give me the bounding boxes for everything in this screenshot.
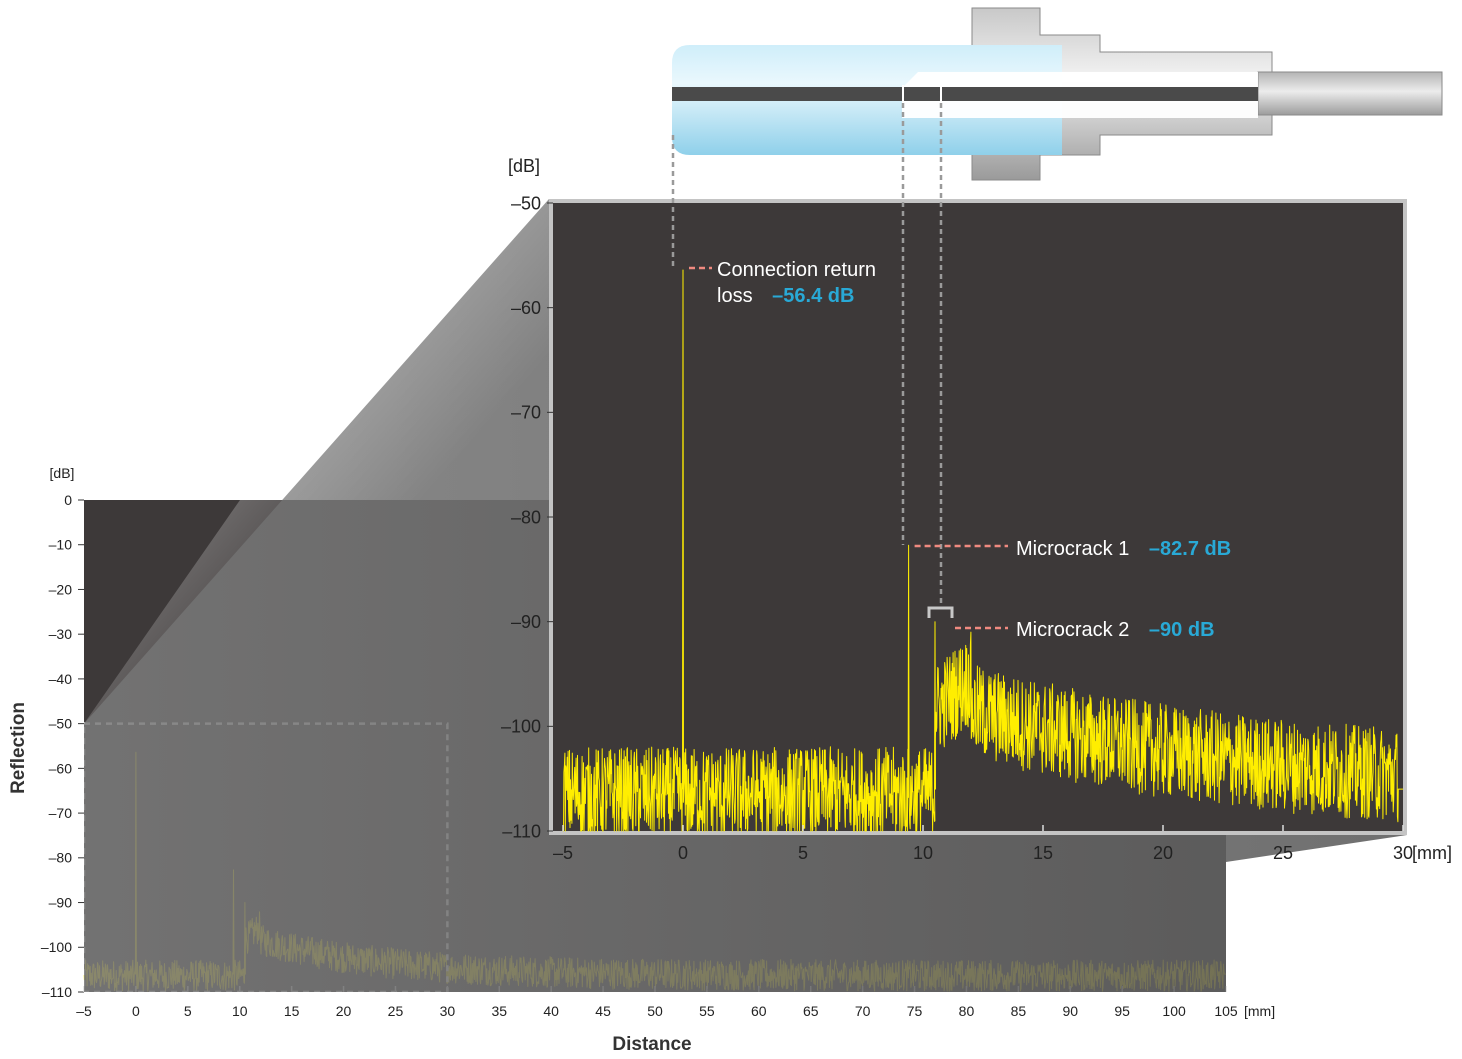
detail-y-tick-label: –60 [511,298,541,318]
connector-rear-pipe [1257,71,1443,116]
overview-y-tick-label: –10 [49,537,73,553]
detail-y-tick-label: –90 [511,612,541,632]
microcrack-2-bracket [927,606,954,618]
detail-y-unit-label: [dB] [508,156,540,176]
annotation-microcrack-2: Microcrack 2 –90 dB [1016,619,1215,641]
detail-y-tick-label: –110 [502,821,541,841]
overview-y-tick-label: –70 [49,805,73,821]
overview-y-tick-label: –80 [49,850,73,866]
overview-x-tick-label: 95 [1114,1003,1130,1019]
overview-y-tick-label: –50 [49,716,73,732]
overview-x-tick-label: 5 [184,1003,192,1019]
overview-y-tick-label: –30 [49,626,73,642]
detail-y-tick-label: –100 [501,717,541,737]
overview-x-tick-label: 0 [132,1003,140,1019]
overview-x-ticks: –5 0 5 10 15 20 25 30 35 40 45 50 55 60 65 70 75 80 85 90 95… [76,986,1238,1019]
overview-x-tick-label: 40 [543,1003,559,1019]
x-axis-title: Distance [612,1034,691,1055]
detail-x-unit-label: [mm] [1412,843,1452,863]
detail-x-tick-label: 20 [1153,843,1173,863]
fiber-connector-illustration [672,7,1443,181]
annotation-connection-value: –56.4 dB [772,285,854,307]
overview-y-tick-label: –90 [49,894,73,910]
overview-x-tick-label: 70 [855,1003,871,1019]
fiber-core [672,87,1258,101]
overview-y-tick-label: –110 [42,984,72,1000]
overview-y-tick-label: –100 [41,939,72,955]
detail-y-tick-label: –80 [511,507,541,527]
overview-x-tick-label: 15 [284,1003,300,1019]
overview-x-tick-label: 105 [1214,1003,1238,1019]
annotation-connection-return-loss: Connection return loss –56.4 dB [717,259,876,307]
overview-x-tick-label: 90 [1062,1003,1078,1019]
svg-text:Microcrack 1 –82.7 dB: Microcrack 1 –82.7 dB [1016,538,1231,560]
overview-x-tick-label: 35 [491,1003,507,1019]
detail-x-tick-label: 25 [1273,843,1293,863]
detail-y-tick-label: –50 [511,193,541,213]
annotation-connection-label-line2: loss [717,285,753,307]
detail-y-tick-label: –70 [511,403,541,423]
detail-x-tick-label: 15 [1033,843,1053,863]
annotation-microcrack-2-label: Microcrack 2 [1016,619,1129,641]
detail-series-line [562,269,1403,832]
zoom-projection-highlight [84,199,549,724]
peak-annotations: Connection return loss –56.4 dB Microcra… [689,259,1231,641]
detail-x-tick-label: 10 [913,843,933,863]
annotation-microcrack-2-value: –90 dB [1149,619,1215,641]
detail-x-tick-label: 0 [678,843,688,863]
svg-text:loss –56.4 dB: loss –56.4 dB [717,285,854,307]
detail-x-ticks: –5 0 5 10 15 20 25 30 [553,825,1413,863]
annotation-microcrack-1: Microcrack 1 –82.7 dB [1016,538,1231,560]
overview-y-ticks: 0 –10 –20 –30 –40 –50 –60 –70 –80 –90 –100 –110 [41,492,84,1000]
annotation-microcrack-1-value: –82.7 dB [1149,538,1231,560]
detail-trace-layer [562,269,1403,832]
overview-y-tick-label: –60 [49,760,73,776]
annotation-microcrack-1-label: Microcrack 1 [1016,538,1129,560]
detail-y-ticks: –50 –60 –70 –80 –90 –100 –110 [501,193,553,841]
overview-x-tick-label: 30 [440,1003,456,1019]
overview-x-tick-label: 45 [595,1003,611,1019]
overview-x-tick-label: 60 [751,1003,767,1019]
overview-x-unit-label: [mm] [1244,1003,1275,1019]
overview-x-tick-label: 65 [803,1003,819,1019]
y-axis-title: Reflection [8,702,29,794]
overview-x-tick-label: 25 [388,1003,404,1019]
detail-x-tick-label: 30 [1393,843,1413,863]
overview-x-tick-label: 80 [959,1003,975,1019]
detail-chart: –50–60–70–80–90–100–110 –5 0 5 10 15 20 25 30 [… [501,156,1452,863]
overview-x-tick-label: 10 [232,1003,248,1019]
overview-x-tick-label: 50 [647,1003,663,1019]
svg-text:Microcrack 2 –90 dB: Microcrack 2 –90 dB [1016,619,1215,641]
overview-x-tick-label: –5 [76,1003,92,1019]
overview-y-unit-label: [dB] [50,465,75,481]
overview-x-tick-label: 100 [1162,1003,1186,1019]
connector-guide-lines [671,103,943,606]
overview-y-tick-label: –40 [49,671,73,687]
overview-x-tick-label: 55 [699,1003,715,1019]
overview-x-tick-label: 85 [1011,1003,1027,1019]
overview-x-tick-label: 20 [336,1003,352,1019]
detail-x-tick-label: –5 [553,843,573,863]
overview-x-tick-label: 75 [907,1003,923,1019]
annotation-leader-lines [689,266,1008,630]
overview-y-tick-label: –20 [49,581,73,597]
annotation-connection-label: Connection return [717,259,876,281]
overview-y-tick-label: 0 [64,492,72,508]
detail-x-tick-label: 5 [798,843,808,863]
